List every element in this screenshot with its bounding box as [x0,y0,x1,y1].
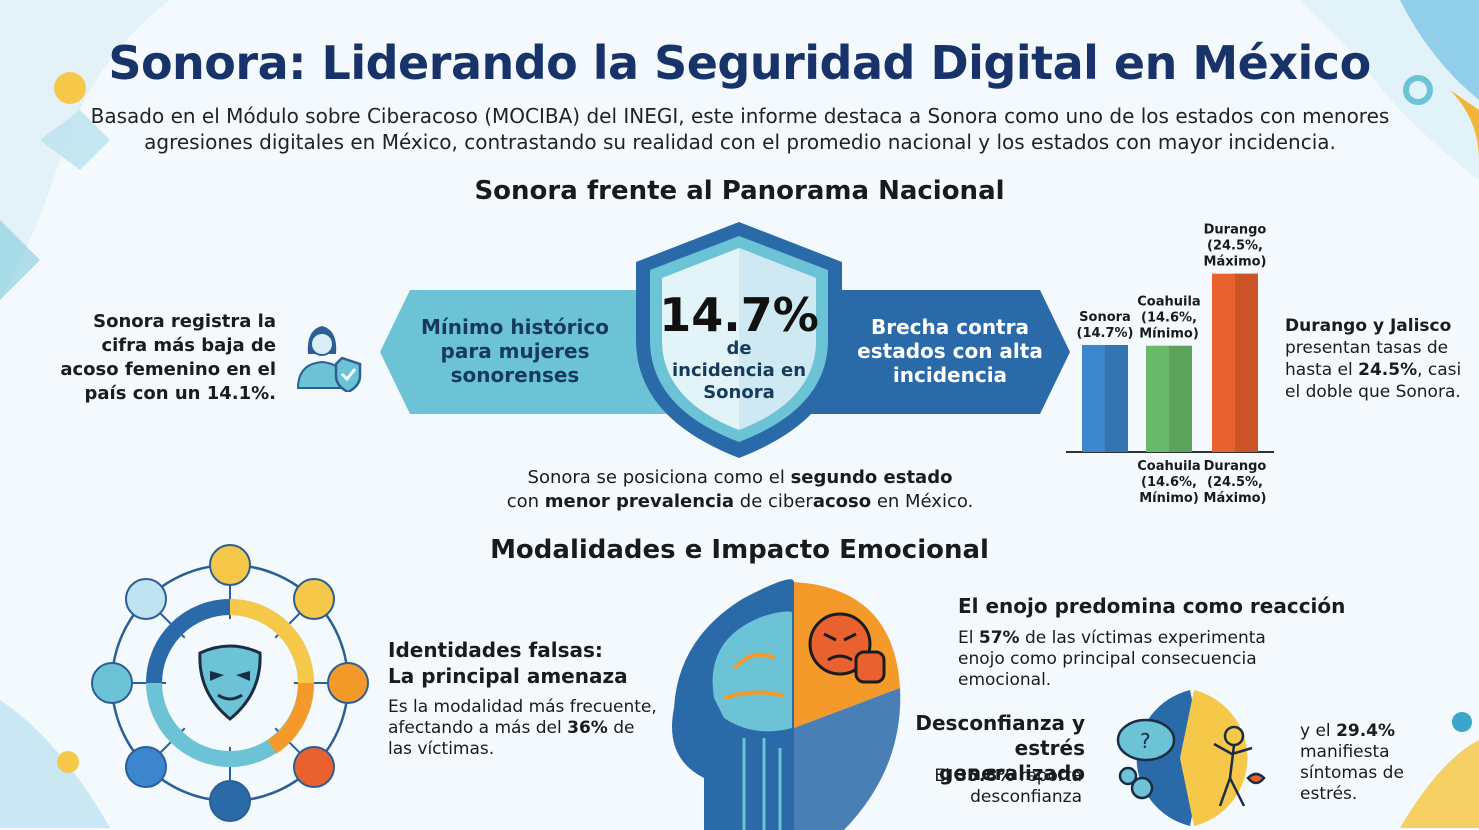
section-title-modalities: Modalidades e Impacto Emocional [490,535,989,565]
right-stat-strong: 24.5% [1358,360,1418,380]
distrust-text-part: reporta desconfianza [970,766,1082,807]
shield-label: de incidencia en Sonora [672,338,807,403]
right-arrow-label: Brecha contra estados con alta incidenci… [857,315,1043,387]
ranking-text-strong: segundo estado [790,467,953,488]
anger-title: El enojo predomina como reacción [958,594,1346,618]
stress-text-part: manifiesta síntomas de estrés. [1300,742,1404,804]
identity-ring-diagram [91,544,369,822]
identity-text-strong: 36% [567,718,608,738]
thought-bubble-icon [1116,718,1176,800]
bar-chart: Sonora (14.7%)Coahuila (14.6%, Mínimo)Coahu… [1066,223,1274,506]
anger-text-part: de las víctimas experimenta enojo como p… [958,628,1266,690]
stress-text: y el 29.4% manifiesta síntomas de estrés… [1300,721,1420,805]
bar-durango [1212,273,1258,452]
distrust-text: El 35.8% reporta desconfianza [920,766,1082,808]
section-title-national: Sonora frente al Panorama Nacional [474,176,1005,206]
bar-sonora [1082,344,1128,452]
bar-shade [1169,345,1192,452]
right-stat-strong: Durango y Jalisco [1285,316,1452,336]
distrust-title: Desconfianza y estrés generalizado [915,711,1085,785]
anger-text: El 57% de las víctimas experimenta enojo… [958,628,1318,691]
distrust-text-strong: 35.8% [955,766,1015,786]
left-arrow-label: Mínimo histórico para mujeres sonorenses [420,315,609,387]
anger-text-strong: 57% [978,628,1020,648]
anger-text-part: El [958,628,979,648]
head-brain-graphic [672,579,901,830]
ranking-text-part: en México. [871,491,974,512]
ranking-text: Sonora se posiciona como el segundo esta… [470,466,1010,514]
bar-top-label: Durango (24.5%, Máximo) [1204,223,1267,270]
ranking-text-part: con [506,491,545,512]
angry-face-icon [808,612,886,684]
identity-text-part: Es la modalidad más frecuente, afectando… [388,697,657,738]
distrust-stress-circle: ? [1116,690,1266,826]
bar-shade [1105,344,1128,452]
ranking-text-part: de ciber [734,491,813,512]
bar-coahuila [1146,345,1192,452]
right-stat-part: presentan tasas de hasta el [1285,338,1449,380]
bar-bottom-label: Coahuila (14.6%, Mínimo) [1137,459,1200,506]
bar-shade [1235,273,1258,452]
distrust-text-part: El [934,766,956,786]
bar-top-label: Sonora (14.7%) [1077,310,1134,341]
ranking-text-part: Sonora se posiciona como el [527,467,791,488]
page-subtitle: Basado en el Módulo sobre Ciberacoso (MO… [90,104,1390,154]
woman-shield-icon [296,326,362,392]
ranking-text-strong: acoso [812,491,872,512]
page-title: Sonora: Liderando la Seguridad Digital e… [108,36,1371,90]
identity-title: Identidades falsas: La principal amenaza [388,638,628,688]
shield-graphic [636,222,842,458]
right-arrow-shape [808,290,1070,414]
mask-icon [198,644,262,721]
right-stat-text: Durango y Jalisco presentan tasas de has… [1285,315,1465,403]
svg-text:?: ? [1140,729,1151,753]
bar-top-label: Coahuila (14.6%, Mínimo) [1137,295,1200,342]
bar-bottom-label: Durango (24.5%, Máximo) [1204,459,1267,506]
stress-text-strong: 29.4% [1336,721,1396,741]
stress-person-icon [1213,725,1266,807]
identity-text-part: de las víctimas. [388,718,635,759]
stress-text-part: y el [1300,721,1337,741]
left-stat-text: Sonora registra la cifra más baja de aco… [60,311,276,404]
ranking-text-strong: menor prevalencia [544,491,735,512]
right-stat-part: , casi el doble que Sonora. [1285,360,1462,402]
left-arrow-shape [380,290,670,414]
identity-text: Es la modalidad más frecuente, afectando… [388,697,658,760]
shield-value: 14.7% [659,288,819,342]
